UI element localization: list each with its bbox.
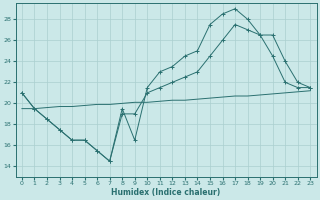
X-axis label: Humidex (Indice chaleur): Humidex (Indice chaleur): [111, 188, 221, 197]
